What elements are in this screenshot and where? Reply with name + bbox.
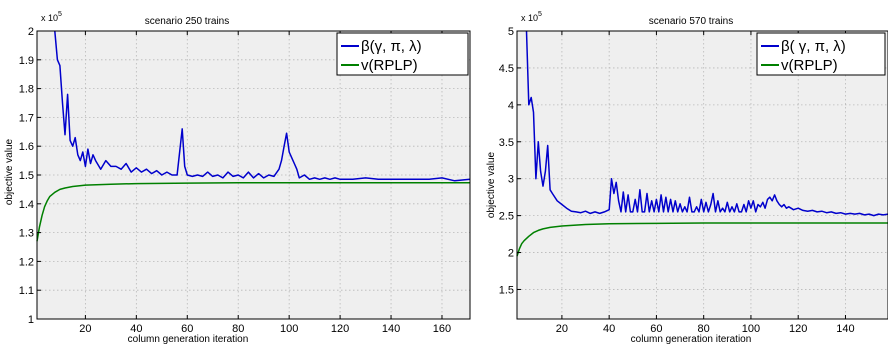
y-tick-label: 4.5: [499, 63, 514, 75]
y-tick-label: 5: [508, 26, 514, 38]
legend-label: β(γ, π, λ): [361, 38, 422, 55]
x-tick-label: 100: [742, 323, 760, 335]
chart-scenario-250: scenario 250 trains objective value colu…: [4, 11, 471, 345]
y-tick-label: 1.7: [19, 112, 34, 124]
legend-label: v(RPLP): [361, 57, 418, 74]
series-line-beta: [525, 30, 888, 217]
legend: β( γ, π, λ) v(RPLP): [756, 32, 886, 76]
y-tick-label: 1.1: [19, 285, 34, 297]
y-tick-label: 2: [28, 26, 34, 38]
y-axis-label: objective value: [4, 138, 15, 205]
x-tick-label: 120: [331, 323, 349, 335]
y-tick-label: 4: [508, 100, 514, 112]
x-tick-label: 140: [382, 323, 400, 335]
y-tick-label: 1.8: [19, 84, 34, 96]
x-axis-label: column generation iteration: [128, 334, 249, 345]
x-tick-label: 20: [556, 323, 568, 335]
legend-label: v(RPLP): [781, 57, 838, 74]
y-axis-label: objective value: [486, 151, 497, 218]
series-line-beta: [54, 30, 471, 182]
x-tick-label: 120: [789, 323, 807, 335]
y-tick-label: 1.4: [19, 199, 34, 211]
plot-frame: [516, 30, 888, 320]
y-exponent-power: 5: [538, 11, 542, 18]
x-tick-label: 60: [650, 323, 662, 335]
y-exponent-label: x 105: [41, 11, 62, 23]
x-tick-label: 60: [181, 323, 193, 335]
legend: β(γ, π, λ) v(RPLP): [336, 32, 469, 76]
x-tick-label: 160: [433, 323, 451, 335]
x-tick-label: 80: [698, 323, 710, 335]
y-exponent-label: x 105: [521, 11, 542, 23]
x-tick-label: 40: [130, 323, 142, 335]
series-line-rplp: [516, 222, 888, 257]
y-tick-label: 3.5: [499, 137, 514, 149]
legend-label: β( γ, π, λ): [781, 38, 846, 55]
x-tick-label: 20: [79, 323, 91, 335]
y-exponent-power: 5: [58, 11, 62, 18]
series-line-rplp: [36, 182, 470, 242]
y-tick-label: 1: [28, 314, 34, 326]
y-exponent-base: x 10: [41, 13, 58, 23]
legend-box: [756, 32, 886, 76]
y-tick-label: 2.5: [499, 211, 514, 223]
y-tick-label: 1.2: [19, 256, 34, 268]
x-tick-label: 100: [280, 323, 298, 335]
x-axis-label: column generation iteration: [631, 334, 752, 345]
chart-title: scenario 250 trains: [145, 16, 230, 27]
y-tick-label: 1.5: [19, 170, 34, 182]
y-tick-label: 1.5: [499, 284, 514, 296]
y-exponent-base: x 10: [521, 13, 538, 23]
plot-area: [36, 30, 471, 320]
y-tick-label: 1.9: [19, 55, 34, 67]
legend-box: [336, 32, 469, 76]
x-tick-label: 80: [232, 323, 244, 335]
plot-area: [516, 30, 888, 320]
y-tick-label: 3: [508, 174, 514, 186]
plot-background: [516, 30, 888, 320]
x-tick-label: 40: [603, 323, 615, 335]
x-tick-label: 140: [836, 323, 854, 335]
y-tick-label: 1.6: [19, 141, 34, 153]
y-tick-label: 2: [508, 248, 514, 260]
y-tick-label: 1.3: [19, 228, 34, 240]
chart-scenario-570: scenario 570 trains objective value colu…: [486, 11, 888, 345]
chart-title: scenario 570 trains: [649, 16, 734, 27]
